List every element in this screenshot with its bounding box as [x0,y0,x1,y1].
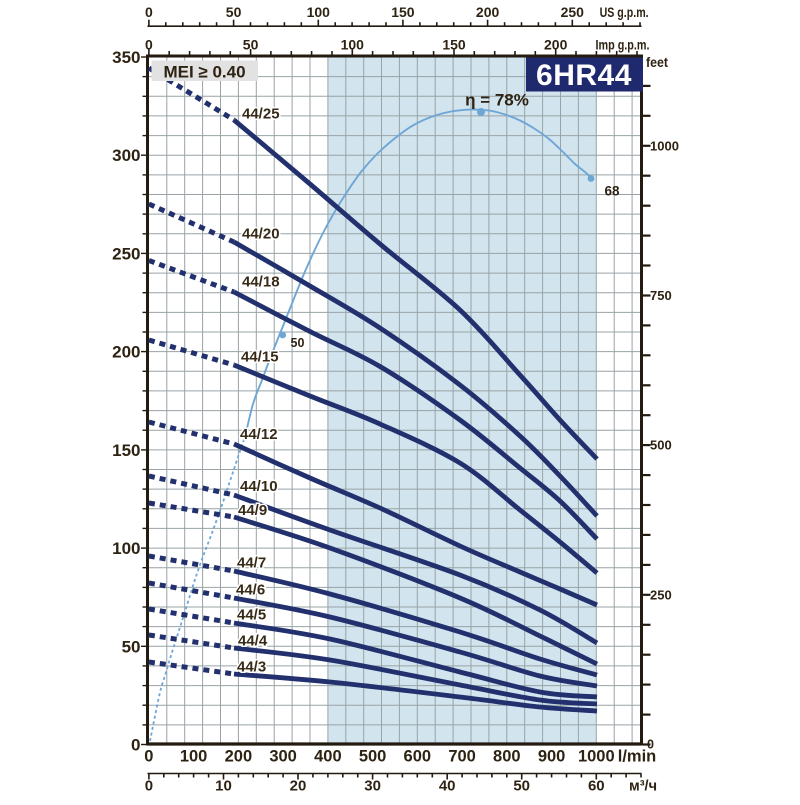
svg-text:50: 50 [243,37,259,53]
svg-text:44/9: 44/9 [238,502,267,519]
svg-text:η = 78%: η = 78% [465,91,529,110]
svg-text:10: 10 [215,778,232,795]
svg-text:50: 50 [226,4,242,20]
svg-text:44/4: 44/4 [238,633,268,650]
svg-text:44/10: 44/10 [240,478,278,495]
svg-text:40: 40 [439,778,456,795]
svg-text:44/15: 44/15 [241,349,279,366]
svg-text:150: 150 [442,37,466,53]
svg-text:250: 250 [561,4,585,20]
svg-text:60: 60 [588,778,605,795]
svg-text:350: 350 [112,48,140,67]
svg-text:50: 50 [291,336,305,350]
svg-text:US g.p.m.: US g.p.m. [600,4,649,20]
svg-text:1000: 1000 [578,748,615,766]
svg-text:0: 0 [145,4,153,20]
svg-text:0: 0 [131,736,140,755]
svg-text:300: 300 [112,146,140,165]
svg-text:500: 500 [359,748,387,766]
svg-text:750: 750 [650,288,672,303]
svg-text:0: 0 [144,748,153,766]
svg-text:250: 250 [112,244,140,263]
svg-text:30: 30 [364,778,381,795]
svg-text:50: 50 [513,778,530,795]
svg-text:100: 100 [341,37,365,53]
svg-text:900: 900 [538,748,566,766]
svg-text:700: 700 [448,748,476,766]
svg-text:400: 400 [314,748,342,766]
svg-text:150: 150 [391,4,415,20]
svg-text:44/7: 44/7 [237,555,266,572]
svg-text:20: 20 [290,778,307,795]
svg-text:800: 800 [493,748,521,766]
svg-text:0: 0 [145,37,153,53]
svg-text:MEI ≥ 0.40: MEI ≥ 0.40 [163,63,245,82]
svg-text:200: 200 [112,343,140,362]
svg-text:44/3: 44/3 [237,659,266,676]
svg-text:600: 600 [404,748,432,766]
svg-text:100: 100 [180,748,208,766]
svg-text:500: 500 [650,438,672,453]
svg-text:44/20: 44/20 [242,226,280,243]
svg-text:Imp g.p.m.: Imp g.p.m. [596,37,650,53]
svg-text:м³/ч: м³/ч [629,779,657,795]
svg-text:200: 200 [476,4,500,20]
svg-text:44/6: 44/6 [236,582,265,599]
svg-text:44/12: 44/12 [240,426,278,443]
svg-text:44/5: 44/5 [237,607,266,624]
svg-text:6HR44: 6HR44 [536,59,632,92]
svg-text:200: 200 [225,748,253,766]
svg-text:300: 300 [269,748,297,766]
svg-text:44/18: 44/18 [242,274,280,291]
svg-text:100: 100 [307,4,331,20]
svg-text:250: 250 [650,587,672,602]
svg-text:150: 150 [112,441,140,460]
svg-text:1000: 1000 [650,138,679,153]
svg-text:200: 200 [544,37,568,53]
svg-text:50: 50 [122,637,141,656]
svg-text:0: 0 [647,738,654,752]
svg-text:44/25: 44/25 [242,106,280,123]
svg-text:feet: feet [646,54,668,70]
svg-text:100: 100 [112,539,140,558]
svg-text:0: 0 [145,778,153,795]
svg-text:68: 68 [604,184,620,199]
svg-text:l/min: l/min [618,748,657,766]
